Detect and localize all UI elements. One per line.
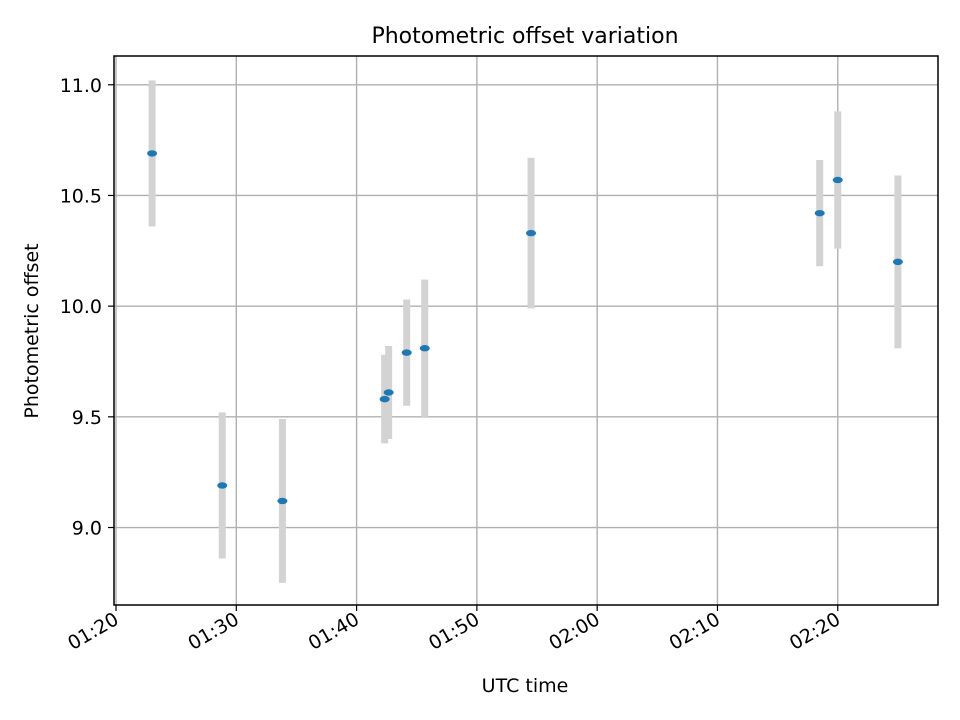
data-point — [383, 389, 394, 396]
y-tick-label: 10.0 — [60, 296, 102, 318]
data-point — [277, 497, 288, 505]
y-tick-label: 10.5 — [60, 185, 102, 207]
y-tick-label: 9.0 — [72, 518, 102, 540]
x-axis-label: UTC time — [482, 675, 569, 697]
y-axis-label: Photometric offset — [21, 243, 43, 418]
data-point — [379, 395, 390, 403]
chart-title: Photometric offset variation — [371, 24, 678, 49]
data-point — [832, 176, 843, 184]
data-point — [526, 229, 537, 237]
data-point — [217, 482, 228, 489]
y-tick-label: 11.0 — [60, 75, 102, 97]
plot-frame — [113, 55, 939, 606]
y-tick-label: 9.5 — [72, 407, 102, 429]
point-layer — [147, 150, 903, 505]
data-point — [814, 209, 825, 217]
data-point — [147, 150, 158, 157]
data-point — [892, 258, 903, 266]
data-point — [401, 349, 412, 356]
data-point — [419, 345, 430, 352]
